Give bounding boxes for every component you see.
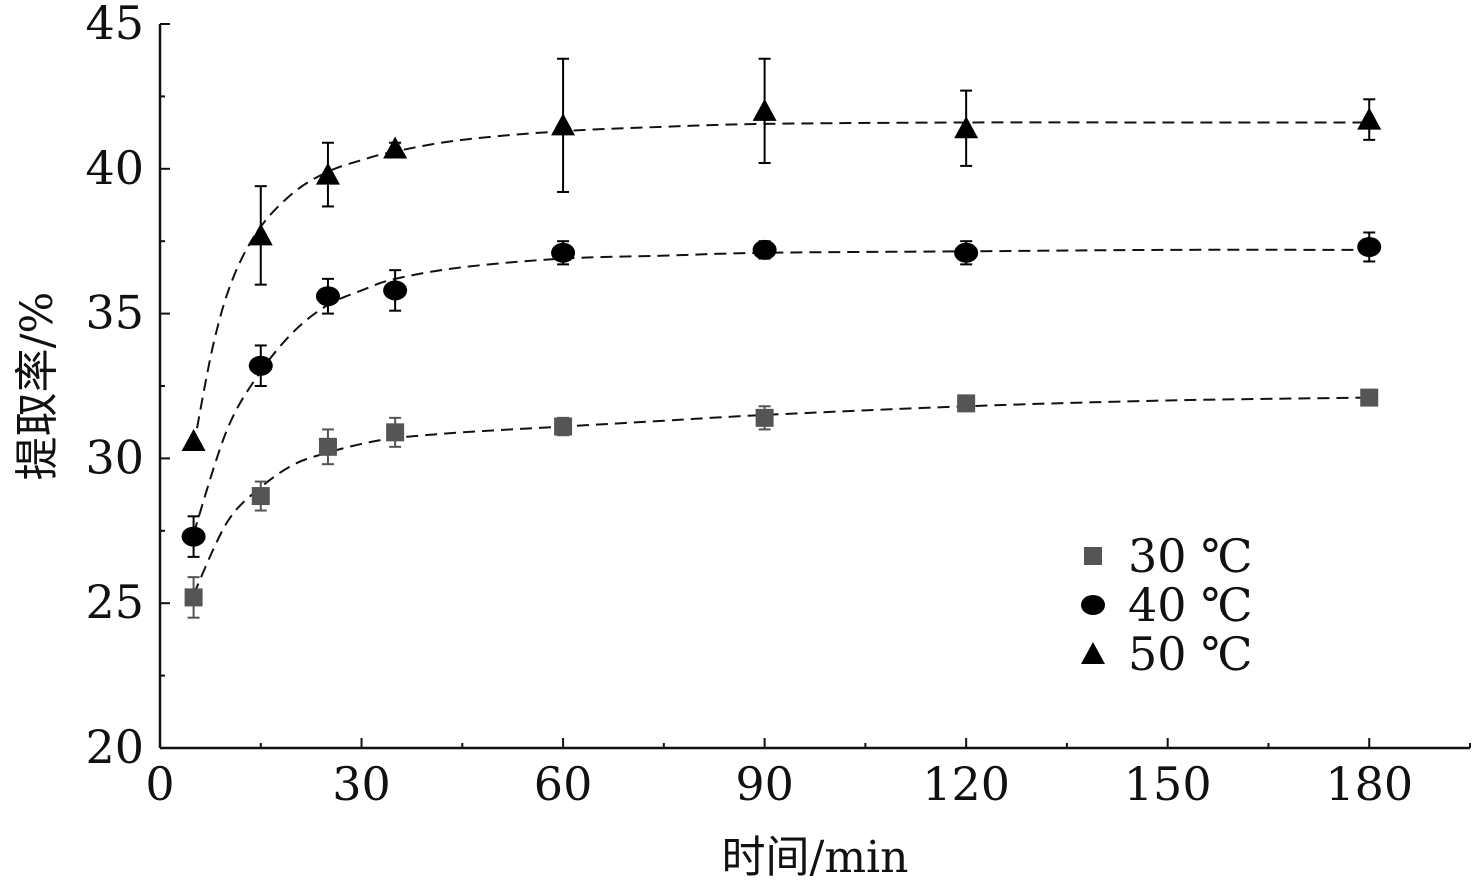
data-point xyxy=(315,286,340,307)
data-point xyxy=(957,394,976,413)
data-point xyxy=(755,408,774,427)
data-point xyxy=(386,423,405,442)
x-tick-label: 120 xyxy=(922,757,1010,811)
data-point xyxy=(752,239,777,260)
legend-marker xyxy=(1084,547,1102,565)
data-point xyxy=(551,242,576,263)
data-point xyxy=(554,417,573,436)
data-point xyxy=(181,429,206,452)
data-point xyxy=(1357,107,1382,130)
x-tick-label: 150 xyxy=(1124,757,1212,811)
x-axis-label: 时间/min xyxy=(722,832,909,882)
data-point xyxy=(551,113,576,136)
y-tick-label: 20 xyxy=(85,720,144,774)
data-point xyxy=(1357,236,1382,257)
data-point xyxy=(315,162,340,185)
fit-curve xyxy=(192,121,1370,448)
x-tick-label: 0 xyxy=(145,757,174,811)
data-point xyxy=(184,588,203,607)
y-tick-label: 40 xyxy=(85,141,144,195)
data-point xyxy=(752,98,777,121)
data-point xyxy=(1360,388,1379,407)
x-tick-label: 60 xyxy=(534,757,593,811)
legend-marker xyxy=(1081,595,1105,615)
y-tick-label: 35 xyxy=(85,286,144,340)
data-point xyxy=(251,487,270,506)
x-tick-label: 30 xyxy=(332,757,391,811)
data-points xyxy=(181,98,1382,607)
data-point xyxy=(248,223,273,246)
fit-curve xyxy=(192,396,1370,595)
y-tick-label: 25 xyxy=(85,575,144,629)
legend-label: 40 ℃ xyxy=(1128,578,1253,632)
data-point xyxy=(318,437,337,456)
x-tick-label: 90 xyxy=(735,757,794,811)
legend-label: 50 ℃ xyxy=(1128,627,1253,681)
y-tick-label: 45 xyxy=(85,0,144,50)
data-point xyxy=(954,242,979,263)
data-point xyxy=(383,136,408,159)
y-axis-label: 提取率/% xyxy=(12,292,63,481)
data-point xyxy=(248,355,273,376)
y-tick-label: 30 xyxy=(85,430,144,484)
legend: 30 ℃40 ℃50 ℃ xyxy=(1081,529,1253,681)
legend-marker xyxy=(1081,642,1105,664)
legend-label: 30 ℃ xyxy=(1128,529,1253,583)
data-point xyxy=(954,116,979,139)
data-point xyxy=(383,280,408,301)
data-point xyxy=(181,526,206,547)
fit-curves xyxy=(192,121,1370,595)
x-tick-label: 180 xyxy=(1325,757,1413,811)
fit-curve xyxy=(192,248,1370,535)
axes: 0 30 60 90 120 150 180 20 25 30 35 40 45 xyxy=(85,0,1471,811)
